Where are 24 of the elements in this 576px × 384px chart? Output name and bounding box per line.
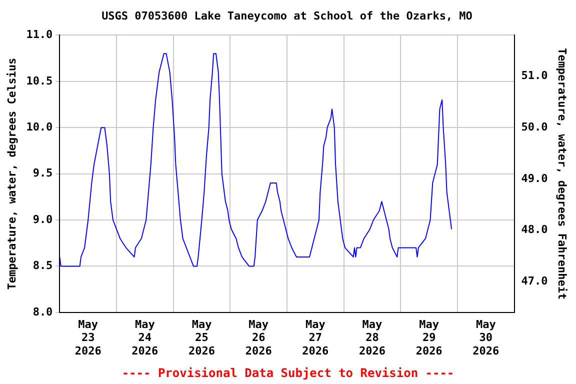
x-tick-label: May 28 2026	[358, 318, 386, 358]
x-tick-label: May 25 2026	[188, 318, 216, 358]
y-tick-label: 10.0	[26, 120, 53, 134]
y-tick-label: 8.5	[32, 259, 53, 272]
y2-tick-label: 51.0	[521, 69, 548, 82]
x-tick-label: May 30 2026	[472, 318, 500, 358]
x-tick-label: May 29 2026	[416, 318, 443, 358]
chart-title: USGS 07053600 Lake Taneycomo at School of the Ozarks, MO	[102, 9, 473, 22]
x-tick-label: May 27 2026	[302, 318, 330, 358]
y2-tick-label: 48.0	[521, 223, 548, 236]
text: ---- Provisional Data Subject to Revision ----	[122, 366, 454, 380]
y2-tick-label: 50.0	[521, 120, 548, 134]
y-tick-label: 10.5	[26, 74, 53, 88]
y-tick-label: 9.5	[32, 166, 53, 180]
y-tick-label: 8.0	[32, 305, 53, 318]
x-tick-label: May 23 2026	[74, 318, 102, 358]
y-tick-label: 11.0	[26, 28, 53, 42]
y2-tick-label: 47.0	[521, 274, 548, 288]
y-axis-title: Temperature, water, degrees Celsius	[5, 58, 18, 290]
y2-axis-title: Temperature, water, degrees Fahrenheit	[556, 48, 569, 300]
x-tick-label: May 26 2026	[245, 318, 272, 358]
y-tick-label: 9.0	[32, 212, 53, 226]
y2-tick-label: 49.0	[521, 172, 548, 185]
x-tick-label: May 24 2026	[132, 318, 159, 358]
